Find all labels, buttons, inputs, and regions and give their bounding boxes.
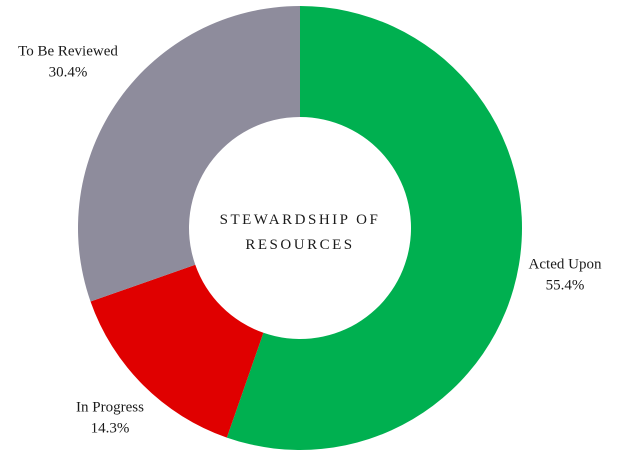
value-label: 55.4% [546,277,585,293]
category-label: Acted Upon [529,256,602,272]
chart-title: STEWARDSHIP OF RESOURCES [219,212,381,253]
category-label: To Be Reviewed [18,43,118,59]
value-label: 14.3% [91,420,130,436]
value-label: 30.4% [49,64,88,80]
donut-segment [77,6,300,302]
category-label: In Progress [76,399,144,415]
donut-segment [90,264,264,438]
donut-segment [226,6,522,450]
